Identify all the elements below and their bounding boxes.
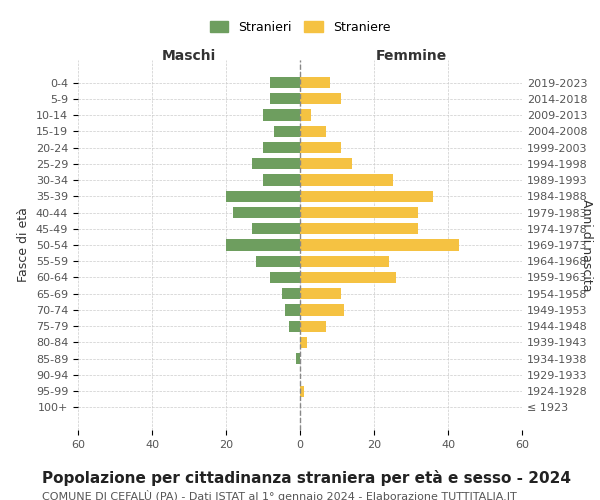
Bar: [271, 93, 300, 104]
Bar: [300, 256, 389, 267]
Bar: [300, 207, 418, 218]
Bar: [300, 93, 341, 104]
Bar: [300, 190, 433, 202]
Bar: [285, 304, 300, 316]
Bar: [300, 304, 344, 316]
Bar: [296, 353, 300, 364]
Bar: [300, 320, 326, 332]
Bar: [300, 272, 396, 283]
Bar: [300, 240, 459, 250]
Bar: [271, 77, 300, 88]
Bar: [263, 142, 300, 153]
Text: Femmine: Femmine: [376, 49, 446, 63]
Bar: [263, 174, 300, 186]
Bar: [300, 174, 392, 186]
Legend: Stranieri, Straniere: Stranieri, Straniere: [207, 18, 393, 36]
Bar: [252, 158, 300, 170]
Text: Popolazione per cittadinanza straniera per età e sesso - 2024: Popolazione per cittadinanza straniera p…: [42, 470, 571, 486]
Bar: [300, 288, 341, 300]
Text: Maschi: Maschi: [162, 49, 216, 63]
Bar: [226, 240, 300, 250]
Bar: [289, 320, 300, 332]
Bar: [300, 110, 311, 120]
Bar: [300, 158, 352, 170]
Bar: [281, 288, 300, 300]
Bar: [300, 386, 304, 397]
Bar: [233, 207, 300, 218]
Bar: [300, 126, 326, 137]
Bar: [252, 223, 300, 234]
Text: COMUNE DI CEFALÙ (PA) - Dati ISTAT al 1° gennaio 2024 - Elaborazione TUTTITALIA.: COMUNE DI CEFALÙ (PA) - Dati ISTAT al 1°…: [42, 490, 517, 500]
Bar: [300, 223, 418, 234]
Y-axis label: Fasce di età: Fasce di età: [17, 208, 31, 282]
Bar: [256, 256, 300, 267]
Bar: [300, 142, 341, 153]
Y-axis label: Anni di nascita: Anni di nascita: [580, 198, 593, 291]
Bar: [271, 272, 300, 283]
Bar: [263, 110, 300, 120]
Bar: [226, 190, 300, 202]
Bar: [300, 77, 329, 88]
Bar: [300, 337, 307, 348]
Bar: [274, 126, 300, 137]
